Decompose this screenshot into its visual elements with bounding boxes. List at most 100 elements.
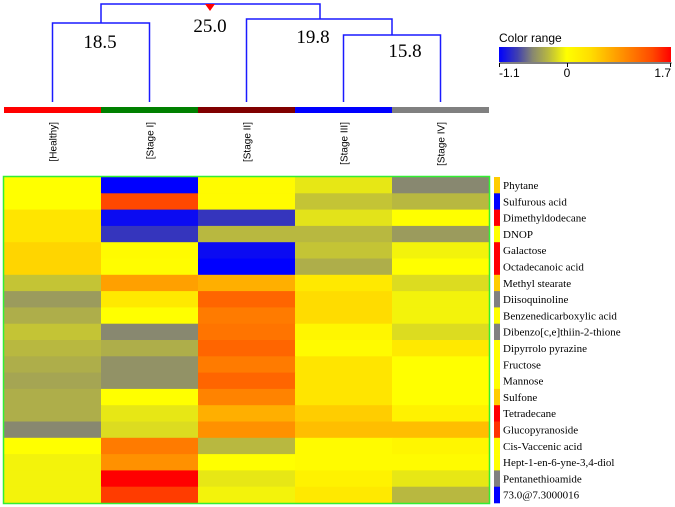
heatmap-cell [198, 209, 296, 227]
heatmap-cell [295, 177, 393, 194]
heatmap-cell [101, 486, 199, 504]
heatmap-cell [198, 340, 296, 357]
heatmap-cell [392, 274, 490, 292]
heatmap-cell [198, 242, 296, 259]
row-marker [494, 225, 500, 243]
heatmap-cell [198, 405, 296, 422]
row-marker [494, 291, 500, 308]
heatmap-cell [295, 291, 393, 308]
heatmap-cell [392, 356, 490, 374]
heatmap-cell [4, 421, 102, 439]
color-range-min: -1.1 [499, 66, 520, 80]
heatmap-cell [4, 356, 102, 374]
heatmap-cell [101, 405, 199, 422]
heatmap-cell [4, 372, 102, 390]
row-label: Phytane [503, 180, 539, 192]
heatmap-cell [198, 454, 296, 471]
heatmap-cell [101, 421, 199, 439]
heatmap-cell [392, 258, 490, 276]
heatmap-cell [101, 177, 199, 194]
heatmap-cell [198, 372, 296, 390]
heatmap-cell [198, 437, 296, 455]
heatmap-cell [4, 405, 102, 422]
heatmap-cell [295, 372, 393, 390]
row-label: 73.0@7.3000016 [503, 490, 580, 502]
row-marker [494, 209, 500, 227]
dendrogram-labels: 18.5 15.8 19.8 25.0 [83, 16, 421, 62]
heatmap-cell [101, 291, 199, 308]
heatmap-cell [101, 193, 199, 211]
row-label: Methyl stearate [503, 278, 571, 290]
heatmap-cell [392, 193, 490, 211]
heatmap-cell [101, 437, 199, 455]
row-label: Fructose [503, 359, 541, 371]
row-labels: Phytane Sulfurous acid Dimethyldodecane DNO… [503, 180, 621, 502]
color-range-mid: 0 [564, 66, 571, 80]
heatmap-cell [101, 356, 199, 374]
heatmap-cell [198, 258, 296, 276]
row-marker [494, 405, 500, 422]
heatmap-cell [4, 209, 102, 227]
heatmap-cell [198, 388, 296, 406]
heatmap-cell [295, 356, 393, 374]
heatmap-cell [392, 372, 490, 390]
color-range-max: 1.7 [654, 66, 671, 80]
row-label: Galactose [503, 245, 546, 257]
row-marker [494, 307, 500, 324]
heatmap-cell [392, 209, 490, 227]
column-label: [Stage II] [243, 122, 254, 162]
heatmap-cell [4, 323, 102, 341]
row-label: DNOP [503, 229, 533, 241]
merge-label: 15.8 [388, 41, 421, 62]
heatmap-cell [101, 274, 199, 292]
row-marker [494, 242, 500, 259]
heatmap-cell [101, 323, 199, 341]
row-label: Cis-Vaccenic acid [503, 441, 583, 453]
heatmap-cell [4, 193, 102, 211]
heatmap-cell [101, 388, 199, 406]
column-label: [Stage IV] [437, 122, 448, 166]
heatmap-cell [392, 388, 490, 406]
heatmap-cell [295, 209, 393, 227]
heatmap-cell [198, 177, 296, 194]
color-range-legend: Color range -1.1 0 1.7 [499, 31, 672, 80]
heatmap-cell [4, 291, 102, 308]
heatmap-cell [101, 209, 199, 227]
heatmap-cell [295, 323, 393, 341]
row-label: Octadecanoic acid [503, 262, 584, 274]
heatmap-cell [392, 291, 490, 308]
heatmap-cell [101, 340, 199, 357]
heatmap-cell [295, 470, 393, 488]
heatmap-cell [198, 225, 296, 243]
color-range-title: Color range [499, 31, 562, 45]
column-group-segment [4, 107, 101, 113]
row-markers [494, 177, 500, 504]
row-marker [494, 454, 500, 471]
row-marker [494, 470, 500, 487]
heatmap-border [2, 175, 491, 505]
heatmap-cell [4, 486, 102, 504]
color-range-bar [499, 47, 671, 62]
heatmap-cell [4, 437, 102, 455]
column-group-segment [392, 107, 489, 113]
heatmap-cell [295, 258, 393, 276]
column-group-segment [295, 107, 392, 113]
heatmap-cell [198, 193, 296, 211]
row-marker [494, 193, 500, 210]
row-marker [494, 340, 500, 357]
row-label: Mannose [503, 376, 543, 388]
heatmap-cell [295, 454, 393, 471]
row-label: Dipyrrolo pyrazine [503, 343, 587, 355]
heatmap-cell [101, 307, 199, 325]
heatmap-cell [392, 340, 490, 357]
heatmap-cell [392, 437, 490, 455]
row-marker [494, 323, 500, 341]
heatmap-cell [4, 307, 102, 325]
merge-label: 25.0 [193, 16, 226, 37]
heatmap-cell [101, 242, 199, 259]
row-label: Glucopyranoside [503, 425, 578, 437]
row-marker [494, 372, 500, 390]
heatmap-cell [101, 470, 199, 488]
heatmap-cell [101, 258, 199, 276]
